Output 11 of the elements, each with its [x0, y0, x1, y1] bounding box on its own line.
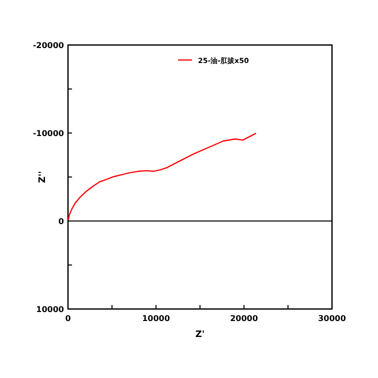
- x-tick-label: 30000: [318, 314, 346, 323]
- y-tick-label: 10000: [36, 305, 64, 314]
- y-tick-label: -20000: [32, 41, 64, 50]
- x-tick-label: 0: [65, 314, 72, 323]
- y-tick-label: -10000: [32, 129, 64, 138]
- y-tick-label: 0: [58, 217, 64, 226]
- x-axis-title: Z': [195, 330, 205, 340]
- x-tick-label: 20000: [230, 314, 258, 323]
- line-series: [68, 132, 257, 221]
- y-axis-title: Z'': [38, 170, 48, 184]
- x-tick-label: 10000: [142, 314, 170, 323]
